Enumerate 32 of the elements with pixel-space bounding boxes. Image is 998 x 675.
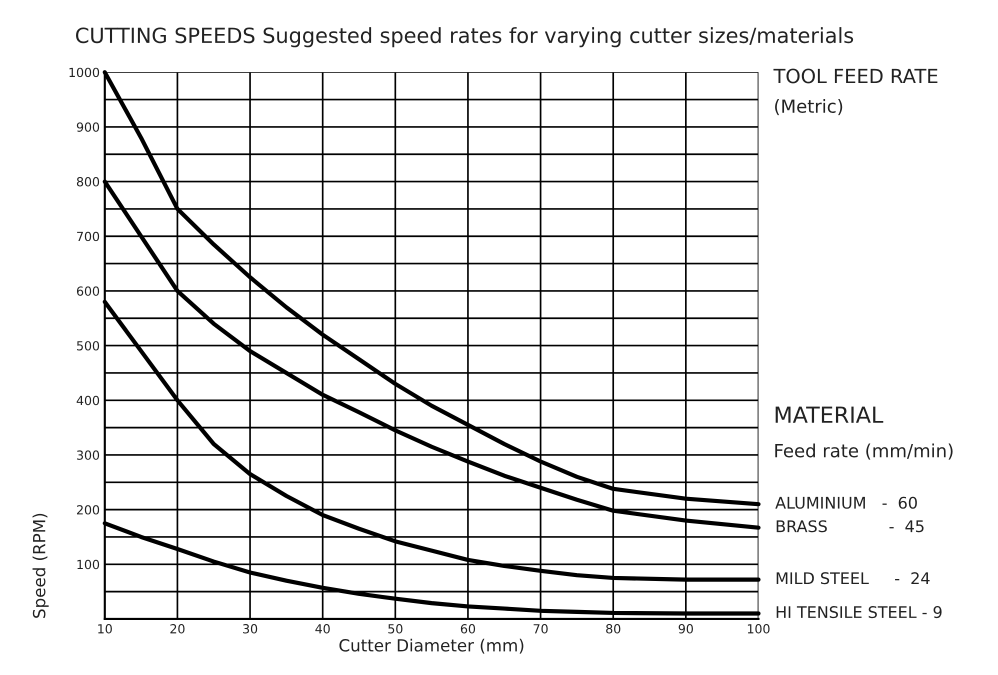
series-label: BRASS - 45 <box>776 520 924 532</box>
y-tick-label: 1000 <box>69 68 100 78</box>
x-tick-label: 70 <box>534 624 548 634</box>
y-tick-label: 400 <box>76 396 100 406</box>
y-tick-label: 200 <box>76 505 100 515</box>
text: MATERIAL <box>776 406 884 423</box>
text: Feed rate (mm/min) <box>775 443 953 460</box>
x-tick-label: 40 <box>315 624 330 634</box>
x-tick-label: 80 <box>606 624 620 634</box>
x-tick-label: 10 <box>98 624 112 634</box>
x-tick-label: 20 <box>170 624 185 634</box>
y-tick-label: 600 <box>76 286 100 296</box>
chart-subtitle: Suggested speed rates for varying cutter sizes/materials <box>264 27 854 48</box>
x-tick-label: 100 <box>748 624 770 634</box>
x-tick-label: 50 <box>388 624 402 634</box>
text: TOOL FEED RATE <box>773 68 938 84</box>
series-label: HI TENSILE STEEL - 9 <box>776 606 942 618</box>
text: (Metric) <box>775 99 842 116</box>
y-tick-label: 900 <box>76 122 100 132</box>
x-tick-label: 90 <box>678 624 693 634</box>
x-axis-title: Cutter Diameter (mm) <box>339 638 524 654</box>
series-label: ALUMINIUM - 60 <box>775 496 917 509</box>
x-tick-label: 30 <box>243 624 258 634</box>
x-tick-label: 60 <box>460 624 476 634</box>
y-tick-label: 700 <box>77 232 100 242</box>
chart-title: CUTTING SPEEDS <box>76 27 254 44</box>
series-label: MILD STEEL - 24 <box>776 572 930 584</box>
y-tick-label: 800 <box>76 177 100 186</box>
y-tick-label: 100 <box>77 560 100 570</box>
y-axis-title: Speed (RPM) <box>32 514 49 618</box>
y-tick-label: 300 <box>77 450 100 460</box>
y-tick-label: 500 <box>77 341 100 351</box>
